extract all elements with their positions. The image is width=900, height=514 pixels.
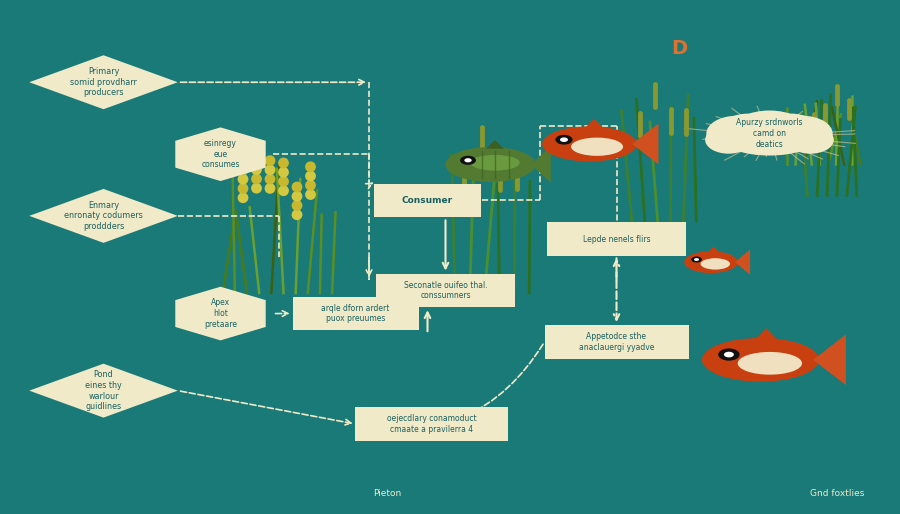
- Polygon shape: [29, 189, 178, 243]
- Ellipse shape: [238, 174, 248, 185]
- Ellipse shape: [706, 116, 767, 152]
- Text: Pieton: Pieton: [373, 489, 401, 498]
- Text: oejecdlary conamoduct
cmaate a pravilerra 4: oejecdlary conamoduct cmaate a pravilerr…: [387, 414, 477, 434]
- Ellipse shape: [278, 186, 289, 196]
- Ellipse shape: [292, 200, 302, 211]
- Ellipse shape: [732, 111, 807, 151]
- Ellipse shape: [305, 180, 316, 191]
- Text: Apex
hlot
pretaare: Apex hlot pretaare: [204, 298, 237, 329]
- Ellipse shape: [470, 155, 520, 171]
- Circle shape: [691, 256, 702, 263]
- Ellipse shape: [706, 126, 752, 154]
- Polygon shape: [814, 335, 846, 385]
- Polygon shape: [176, 127, 266, 181]
- Text: Appetodce sthe
anaclauergi yyadve: Appetodce sthe anaclauergi yyadve: [579, 332, 654, 352]
- Ellipse shape: [542, 126, 637, 161]
- Ellipse shape: [278, 176, 289, 187]
- Text: Apurzy srdnworls
camd on
deatics: Apurzy srdnworls camd on deatics: [736, 118, 803, 149]
- Polygon shape: [585, 119, 604, 128]
- Ellipse shape: [722, 114, 775, 141]
- Text: Seconatle ouifeo thal.
conssumners: Seconatle ouifeo thal. conssumners: [404, 281, 487, 300]
- Ellipse shape: [305, 171, 316, 181]
- Ellipse shape: [265, 174, 275, 185]
- FancyBboxPatch shape: [374, 183, 482, 217]
- Ellipse shape: [238, 164, 248, 175]
- Ellipse shape: [723, 122, 816, 156]
- Text: arqle dforn ardert
puox preuumes: arqle dforn ardert puox preuumes: [321, 304, 390, 323]
- Circle shape: [460, 156, 476, 165]
- Polygon shape: [735, 249, 750, 275]
- Text: Consumer: Consumer: [402, 196, 453, 205]
- FancyBboxPatch shape: [547, 222, 687, 255]
- Polygon shape: [754, 328, 778, 340]
- Polygon shape: [708, 246, 719, 252]
- Ellipse shape: [238, 192, 248, 203]
- Text: Lepde nenels flirs: Lepde nenels flirs: [582, 234, 651, 244]
- Ellipse shape: [278, 158, 289, 169]
- Ellipse shape: [305, 161, 316, 172]
- FancyBboxPatch shape: [356, 407, 508, 441]
- Circle shape: [560, 137, 568, 142]
- Ellipse shape: [305, 189, 316, 200]
- Ellipse shape: [251, 183, 262, 194]
- Ellipse shape: [251, 174, 262, 185]
- Ellipse shape: [684, 251, 738, 273]
- Ellipse shape: [702, 338, 819, 381]
- Circle shape: [555, 135, 572, 144]
- Polygon shape: [29, 55, 178, 109]
- Ellipse shape: [265, 155, 275, 166]
- FancyBboxPatch shape: [292, 297, 418, 330]
- Text: esinregy
eue
consumes: esinregy eue consumes: [202, 139, 239, 170]
- Text: Gnd foxtlies: Gnd foxtlies: [810, 489, 864, 498]
- Ellipse shape: [572, 138, 623, 156]
- Text: Primary
somid provdharr
producers: Primary somid provdharr producers: [70, 67, 137, 98]
- Ellipse shape: [292, 209, 302, 220]
- Circle shape: [694, 258, 699, 261]
- Ellipse shape: [738, 352, 802, 375]
- Polygon shape: [176, 287, 266, 340]
- Ellipse shape: [251, 155, 262, 166]
- Polygon shape: [531, 146, 551, 182]
- FancyBboxPatch shape: [376, 273, 515, 307]
- Circle shape: [724, 352, 733, 357]
- Ellipse shape: [700, 258, 730, 269]
- Ellipse shape: [265, 164, 275, 175]
- Ellipse shape: [292, 181, 302, 192]
- Ellipse shape: [764, 114, 817, 141]
- Ellipse shape: [251, 164, 262, 175]
- Ellipse shape: [787, 126, 833, 154]
- Ellipse shape: [772, 116, 832, 152]
- Circle shape: [718, 348, 740, 361]
- FancyBboxPatch shape: [544, 325, 688, 359]
- Ellipse shape: [238, 183, 248, 194]
- Text: Enmary
enronaty codumers
proddders: Enmary enronaty codumers proddders: [64, 200, 143, 231]
- Circle shape: [464, 158, 472, 162]
- Polygon shape: [632, 123, 659, 164]
- Text: Pond
eines thy
warlour
guidlines: Pond eines thy warlour guidlines: [86, 370, 122, 411]
- Polygon shape: [29, 364, 178, 417]
- Polygon shape: [486, 140, 504, 149]
- Ellipse shape: [265, 183, 275, 194]
- Ellipse shape: [278, 167, 289, 178]
- Ellipse shape: [446, 147, 536, 182]
- Text: D: D: [671, 40, 688, 58]
- Ellipse shape: [292, 191, 302, 201]
